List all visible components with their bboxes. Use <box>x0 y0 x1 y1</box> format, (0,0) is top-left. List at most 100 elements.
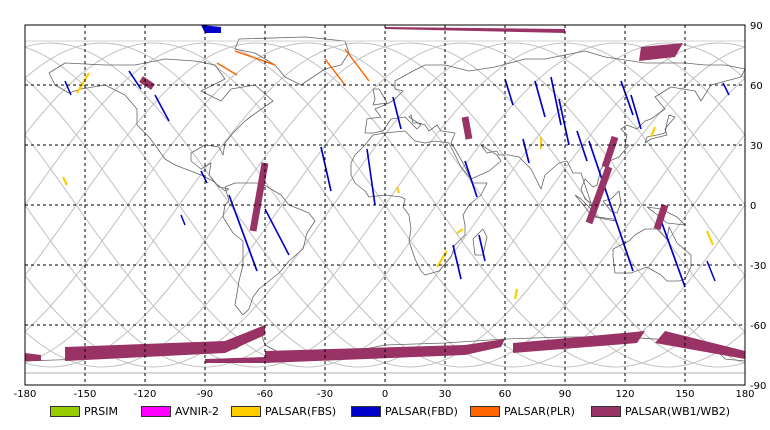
legend-label: PALSAR(PLR) <box>504 404 575 418</box>
coastline <box>234 36 350 86</box>
wb-swath <box>655 331 745 359</box>
lat-tick-label: 90 <box>750 21 763 32</box>
legend-item-prsim: PRSIM <box>50 403 118 419</box>
coastline <box>472 228 488 256</box>
lat-tick-label: 0 <box>750 201 756 212</box>
legend: PRSIM AVNIR-2 PALSAR(FBS) PALSAR(FBD) PA… <box>0 401 770 423</box>
fbd-swath <box>576 130 588 162</box>
fbd-swath <box>534 80 546 118</box>
fbs-swath <box>650 126 656 138</box>
fbd-swath <box>154 94 170 122</box>
fbd-swath <box>366 148 376 206</box>
fbd-swath <box>392 96 402 130</box>
legend-swatch <box>351 405 381 417</box>
fbd-swath <box>452 244 462 280</box>
coastline <box>364 50 746 204</box>
legend-label: PALSAR(FBS) <box>265 404 337 418</box>
wb-swath <box>461 116 473 140</box>
lat-tick-label: -30 <box>750 261 766 272</box>
wb-swath <box>585 165 613 225</box>
lat-tick-label: -60 <box>750 321 766 332</box>
fbd-swath <box>658 214 686 288</box>
lon-tick-label: -180 <box>14 389 37 400</box>
plr-swath <box>216 62 238 76</box>
coastline <box>644 114 676 144</box>
lon-tick-label: -150 <box>74 389 97 400</box>
wb-swath <box>601 135 619 169</box>
legend-swatch <box>470 405 500 417</box>
wb-swath <box>65 325 265 361</box>
fbd-swath <box>320 146 332 192</box>
coastline <box>350 130 488 276</box>
fbd-swath <box>588 140 634 272</box>
fbd-swath <box>504 78 514 106</box>
lon-tick-label: -90 <box>197 389 213 400</box>
fbd-swath <box>228 194 258 272</box>
fbs-swath <box>539 137 543 149</box>
fbs-swath <box>62 176 68 186</box>
wb-swath <box>25 353 41 361</box>
legend-item-palsar-wb: PALSAR(WB1/WB2) <box>591 403 730 419</box>
graticule <box>25 25 745 385</box>
fbs-swath <box>76 72 90 94</box>
legend-item-palsar-fbd: PALSAR(FBD) <box>351 403 458 419</box>
legend-label: PALSAR(FBD) <box>385 404 458 418</box>
plr-swath <box>324 58 346 86</box>
wb-swath <box>385 27 565 33</box>
coastline <box>594 216 616 222</box>
fbd-swath <box>128 70 142 90</box>
wb-swath <box>139 76 155 90</box>
coverage-map: -180 -150 -120 -90 -60 -30 0 30 60 90 120 150 180 90 6… <box>14 21 767 400</box>
lon-tick-label: 120 <box>615 389 634 400</box>
legend-swatch <box>591 405 621 417</box>
legend-item-avnir2: AVNIR-2 <box>141 403 219 419</box>
legend-label: PRSIM <box>84 404 118 418</box>
legend-label: PALSAR(WB1/WB2) <box>625 404 731 418</box>
fbd-swath <box>706 260 716 282</box>
map-frame <box>24 24 746 386</box>
coastline <box>372 88 388 106</box>
wb-swath <box>653 203 669 231</box>
legend-item-palsar-fbs: PALSAR(FBS) <box>231 403 336 419</box>
fbs-swath <box>456 228 464 234</box>
plr-swath <box>344 48 370 82</box>
fbd-swath <box>180 214 186 226</box>
fbd-swath <box>550 76 562 126</box>
fbd-swath <box>620 80 634 116</box>
coastline <box>602 190 622 214</box>
axis-ticks: -180 -150 -120 -90 -60 -30 0 30 60 90 120 150 180 90 6… <box>14 21 767 400</box>
lon-tick-label: -60 <box>257 389 273 400</box>
lon-tick-label: 180 <box>735 389 754 400</box>
fbs-swath <box>513 288 519 300</box>
legend-item-palsar-plr: PALSAR(PLR) <box>470 403 575 419</box>
coastline <box>48 58 274 192</box>
wb-swath <box>249 162 269 232</box>
lon-tick-label: 60 <box>499 389 512 400</box>
lat-tick-label: -90 <box>750 381 766 392</box>
lon-tick-label: 90 <box>559 389 572 400</box>
legend-swatch <box>50 405 80 417</box>
fbd-swath <box>264 208 290 256</box>
wb-swath <box>205 357 265 363</box>
legend-swatch <box>141 405 171 417</box>
fbd-swath <box>630 94 642 130</box>
lat-tick-label: 30 <box>750 141 763 152</box>
fbd-swath <box>64 80 72 96</box>
fbs-swath <box>706 230 714 246</box>
lat-tick-label: 60 <box>750 81 763 92</box>
fbs-swath <box>396 186 400 194</box>
wb-swath <box>513 331 645 353</box>
fbd-swath <box>478 234 486 262</box>
fbd-swath <box>201 25 221 33</box>
lon-tick-label: 150 <box>675 389 694 400</box>
fbd-swath <box>558 98 570 146</box>
lon-tick-label: 0 <box>382 389 388 400</box>
fbd-swath <box>200 170 208 184</box>
fbd-swath <box>464 160 478 198</box>
legend-swatch <box>231 405 261 417</box>
lon-tick-label: 30 <box>439 389 452 400</box>
coastline <box>612 226 692 282</box>
fbd-swath <box>522 138 530 164</box>
wb-swath <box>639 43 683 61</box>
lon-tick-label: -30 <box>317 389 333 400</box>
